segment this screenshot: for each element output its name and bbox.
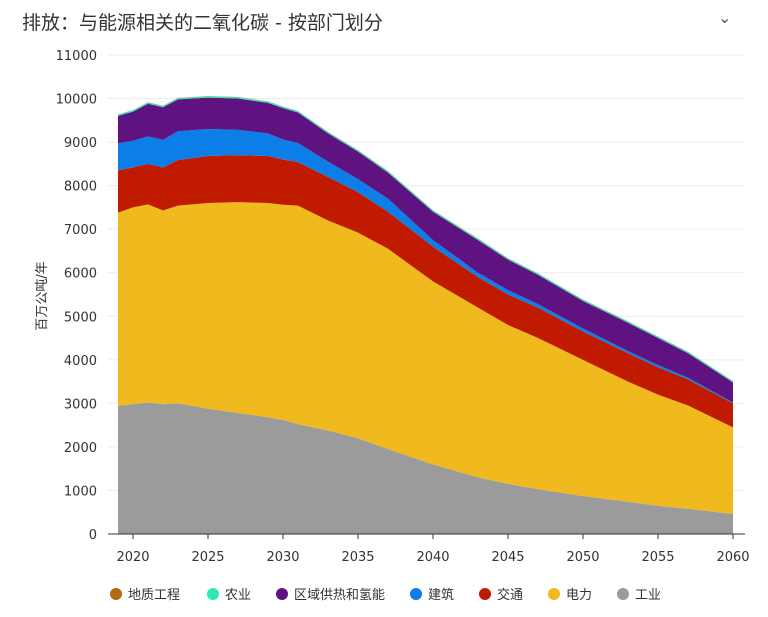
chevron-down-icon[interactable]: ⌄ bbox=[718, 8, 732, 27]
y-tick-label: 5000 bbox=[64, 310, 97, 325]
y-tick-label: 6000 bbox=[64, 267, 97, 282]
y-tick-label: 0 bbox=[89, 528, 97, 543]
x-tick-label: 2045 bbox=[491, 550, 524, 565]
y-tick-label: 7000 bbox=[64, 223, 97, 238]
x-tick-label: 2020 bbox=[116, 550, 149, 565]
legend-swatch bbox=[410, 588, 422, 600]
y-tick-label: 1000 bbox=[64, 484, 97, 499]
x-tick-label: 2050 bbox=[566, 550, 599, 565]
chart-title: 排放：与能源相关的二氧化碳 - 按部门划分 bbox=[22, 12, 383, 34]
x-tick-label: 2060 bbox=[716, 550, 749, 565]
legend-item[interactable]: 建筑 bbox=[410, 587, 454, 603]
legend-label: 工业 bbox=[635, 588, 661, 603]
legend-label: 地质工程 bbox=[128, 588, 180, 603]
area-series-0[interactable] bbox=[118, 402, 733, 534]
x-tick-label: 2025 bbox=[191, 550, 224, 565]
area-series-4[interactable] bbox=[118, 97, 733, 403]
area-series-2[interactable] bbox=[118, 155, 733, 428]
legend-swatch bbox=[207, 588, 219, 600]
legend-swatch bbox=[548, 588, 560, 600]
legend-swatch bbox=[276, 588, 288, 600]
x-tick-label: 2035 bbox=[341, 550, 374, 565]
area-series-3[interactable] bbox=[118, 129, 733, 404]
x-tick-label: 2055 bbox=[641, 550, 674, 565]
legend-label: 电力 bbox=[566, 588, 592, 603]
legend-label: 建筑 bbox=[428, 587, 454, 603]
legend-swatch bbox=[479, 588, 491, 600]
area-series-1[interactable] bbox=[118, 202, 733, 514]
y-tick-label: 9000 bbox=[64, 136, 97, 151]
y-axis-label: 百万公吨/年 bbox=[35, 261, 50, 330]
y-tick-label: 8000 bbox=[64, 180, 97, 195]
y-tick-label: 11000 bbox=[56, 49, 97, 64]
legend-label: 区域供热和氢能 bbox=[294, 588, 385, 603]
legend-item[interactable]: 工业 bbox=[617, 588, 661, 603]
x-tick-label: 2040 bbox=[416, 550, 449, 565]
legend-item[interactable]: 交通 bbox=[479, 587, 523, 603]
x-tick-label: 2030 bbox=[266, 550, 299, 565]
legend-item[interactable]: 区域供热和氢能 bbox=[276, 588, 385, 603]
y-tick-label: 3000 bbox=[64, 397, 97, 412]
legend-swatch bbox=[110, 588, 122, 600]
legend-item[interactable]: 农业 bbox=[207, 588, 251, 603]
y-tick-label: 10000 bbox=[56, 93, 97, 108]
legend-item[interactable]: 电力 bbox=[548, 588, 592, 603]
y-tick-label: 4000 bbox=[64, 354, 97, 369]
legend-label: 交通 bbox=[497, 587, 523, 603]
legend-label: 农业 bbox=[225, 588, 251, 603]
y-tick-label: 2000 bbox=[64, 441, 97, 456]
legend-swatch bbox=[617, 588, 629, 600]
legend-item[interactable]: 地质工程 bbox=[110, 588, 180, 603]
